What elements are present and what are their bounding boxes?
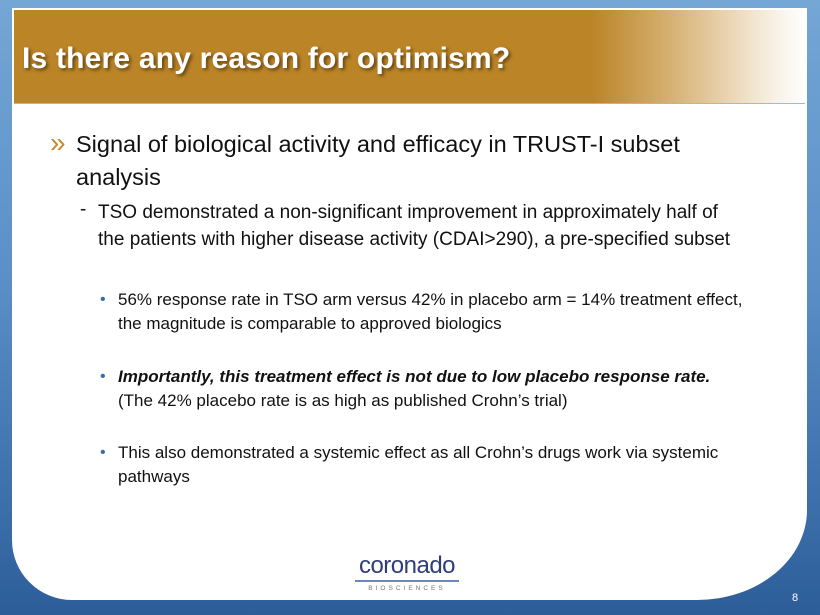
bullet-text: TSO demonstrated a non-significant impro…	[98, 202, 731, 250]
title-bar	[14, 10, 805, 104]
bullet-emphasis: Importantly, this treatment effect is no…	[118, 367, 711, 386]
slide-panel	[12, 8, 807, 600]
bullet-level2: - TSO demonstrated a non-significant imp…	[80, 199, 738, 253]
slide-title: Is there any reason for optimism?	[22, 42, 511, 75]
bullet-level3: • Importantly, this treatment effect is …	[100, 365, 748, 412]
dot-bullet-icon: •	[100, 291, 106, 308]
dot-bullet-icon: •	[100, 368, 106, 385]
bullet-text: Signal of biological activity and effica…	[76, 131, 680, 190]
page-number: 8	[792, 592, 799, 604]
bullet-level3: • This also demonstrated a systemic effe…	[100, 441, 748, 488]
bullet-text: 56% response rate in TSO arm versus 42% …	[118, 290, 743, 333]
bullet-text: (The 42% placebo rate is as high as publ…	[118, 390, 568, 410]
logo-sub: BIOSCIENCES	[368, 585, 446, 592]
chevron-bullet-icon: »	[50, 127, 66, 158]
bullet-level1: » Signal of biological activity and effi…	[50, 127, 716, 194]
logo-name: coronado	[358, 552, 456, 579]
coronado-logo: coronado BIOSCIENCES	[355, 554, 459, 592]
logo-rule	[355, 580, 459, 582]
dash-bullet-icon: -	[80, 199, 87, 220]
bullet-text: This also demonstrated a systemic effect…	[118, 443, 719, 486]
bullet-level3: • 56% response rate in TSO arm versus 42…	[100, 288, 748, 335]
dot-bullet-icon: •	[100, 444, 106, 461]
